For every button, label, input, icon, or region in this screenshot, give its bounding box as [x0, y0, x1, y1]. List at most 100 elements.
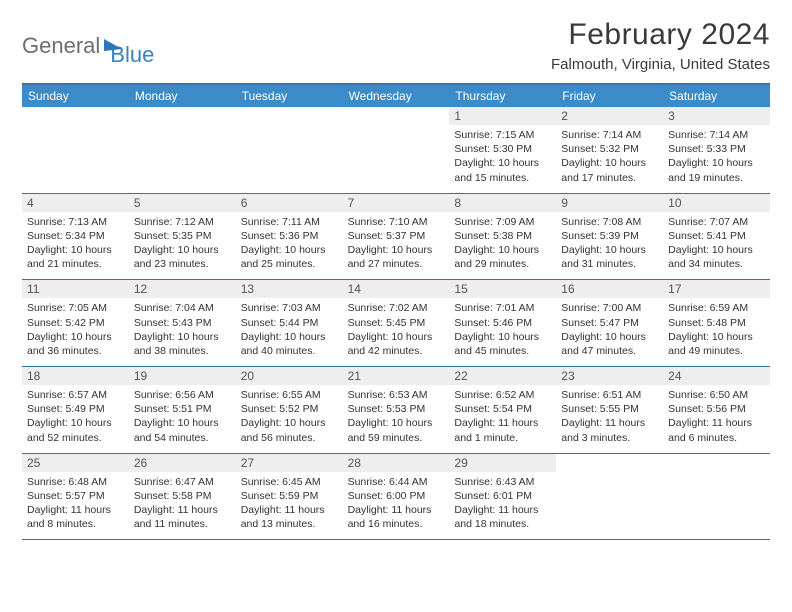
sunset-line: Sunset: 5:43 PM — [134, 316, 231, 330]
daylight-line: Daylight: 10 hours and 59 minutes. — [348, 416, 445, 444]
sunrise-line: Sunrise: 6:51 AM — [561, 388, 658, 402]
day-number: 13 — [236, 280, 343, 298]
daylight-line: Daylight: 10 hours and 34 minutes. — [668, 243, 765, 271]
sunset-line: Sunset: 5:35 PM — [134, 229, 231, 243]
day-cell: 16Sunrise: 7:00 AMSunset: 5:47 PMDayligh… — [556, 280, 663, 366]
sunrise-line: Sunrise: 7:00 AM — [561, 301, 658, 315]
sunrise-line: Sunrise: 7:15 AM — [454, 128, 551, 142]
day-cell: 15Sunrise: 7:01 AMSunset: 5:46 PMDayligh… — [449, 280, 556, 366]
sunrise-line: Sunrise: 7:13 AM — [27, 215, 124, 229]
sunrise-line: Sunrise: 7:11 AM — [241, 215, 338, 229]
day-cell: 10 Sunrise: 7:07 AMSunset: 5:41 PMDayligh… — [663, 194, 770, 280]
day-number: 23 — [556, 367, 663, 385]
sunset-line: Sunset: 5:56 PM — [668, 402, 765, 416]
sunset-line: Sunset: 5:59 PM — [241, 489, 338, 503]
day-cell: 9Sunrise: 7:08 AMSunset: 5:39 PMDaylight… — [556, 194, 663, 280]
day-header: Wednesday — [343, 85, 450, 107]
daylight-line: Daylight: 11 hours and 18 minutes. — [454, 503, 551, 531]
day-cell: 18Sunrise: 6:57 AMSunset: 5:49 PMDayligh… — [22, 367, 129, 453]
sunrise-line: Sunrise: 6:50 AM — [668, 388, 765, 402]
title-block: February 2024 Falmouth, Virginia, United… — [551, 18, 770, 73]
day-cell: 7Sunrise: 7:10 AMSunset: 5:37 PMDaylight… — [343, 194, 450, 280]
daylight-line: Daylight: 11 hours and 6 minutes. — [668, 416, 765, 444]
day-number: 11 — [22, 280, 129, 298]
empty-cell — [556, 454, 663, 540]
daylight-line: Daylight: 10 hours and 56 minutes. — [241, 416, 338, 444]
sunrise-line: Sunrise: 6:48 AM — [27, 475, 124, 489]
day-number: 28 — [343, 454, 450, 472]
empty-cell — [129, 107, 236, 193]
sunset-line: Sunset: 5:41 PM — [668, 229, 765, 243]
sunrise-line: Sunrise: 7:01 AM — [454, 301, 551, 315]
day-cell: 5Sunrise: 7:12 AMSunset: 5:35 PMDaylight… — [129, 194, 236, 280]
week-row: 4Sunrise: 7:13 AMSunset: 5:34 PMDaylight… — [22, 194, 770, 281]
sunset-line: Sunset: 5:33 PM — [668, 142, 765, 156]
day-cell: 21Sunrise: 6:53 AMSunset: 5:53 PMDayligh… — [343, 367, 450, 453]
day-cell: 20Sunrise: 6:55 AMSunset: 5:52 PMDayligh… — [236, 367, 343, 453]
empty-cell — [343, 107, 450, 193]
month-title: February 2024 — [551, 18, 770, 52]
weeks-container: 1Sunrise: 7:15 AMSunset: 5:30 PMDaylight… — [22, 107, 770, 540]
week-row: 25Sunrise: 6:48 AMSunset: 5:57 PMDayligh… — [22, 454, 770, 541]
sunrise-line: Sunrise: 7:14 AM — [668, 128, 765, 142]
logo: General Blue — [22, 24, 154, 68]
daylight-line: Daylight: 10 hours and 23 minutes. — [134, 243, 231, 271]
day-header-row: SundayMondayTuesdayWednesdayThursdayFrid… — [22, 85, 770, 107]
day-number: 25 — [22, 454, 129, 472]
day-header: Friday — [556, 85, 663, 107]
empty-cell — [22, 107, 129, 193]
day-cell: 24 Sunrise: 6:50 AMSunset: 5:56 PMDayligh… — [663, 367, 770, 453]
sunset-line: Sunset: 5:55 PM — [561, 402, 658, 416]
day-number: 9 — [556, 194, 663, 212]
sunset-line: Sunset: 5:44 PM — [241, 316, 338, 330]
logo-triangle-icon — [104, 37, 122, 51]
day-number: 27 — [236, 454, 343, 472]
sunset-line: Sunset: 5:51 PM — [134, 402, 231, 416]
sunrise-line: Sunrise: 6:56 AM — [134, 388, 231, 402]
sunrise-line: Sunrise: 6:59 AM — [668, 301, 765, 315]
daylight-line: Daylight: 10 hours and 40 minutes. — [241, 330, 338, 358]
week-row: 11Sunrise: 7:05 AMSunset: 5:42 PMDayligh… — [22, 280, 770, 367]
sunset-line: Sunset: 5:42 PM — [27, 316, 124, 330]
daylight-line: Daylight: 10 hours and 36 minutes. — [27, 330, 124, 358]
day-number: 1 — [449, 107, 556, 125]
sunrise-line: Sunrise: 6:57 AM — [27, 388, 124, 402]
sunset-line: Sunset: 5:30 PM — [454, 142, 551, 156]
day-number: 7 — [343, 194, 450, 212]
day-number: 17 — [663, 280, 770, 298]
sunrise-line: Sunrise: 7:14 AM — [561, 128, 658, 142]
sunrise-line: Sunrise: 6:55 AM — [241, 388, 338, 402]
day-number: 24 — [663, 367, 770, 385]
day-number: 29 — [449, 454, 556, 472]
day-cell: 3Sunrise: 7:14 AMSunset: 5:33 PMDaylight… — [663, 107, 770, 193]
day-number: 20 — [236, 367, 343, 385]
day-number: 8 — [449, 194, 556, 212]
daylight-line: Daylight: 11 hours and 1 minute. — [454, 416, 551, 444]
day-number: 22 — [449, 367, 556, 385]
day-number: 14 — [343, 280, 450, 298]
sunset-line: Sunset: 5:46 PM — [454, 316, 551, 330]
sunrise-line: Sunrise: 7:03 AM — [241, 301, 338, 315]
day-number: 4 — [22, 194, 129, 212]
day-number: 16 — [556, 280, 663, 298]
empty-cell — [236, 107, 343, 193]
daylight-line: Daylight: 11 hours and 13 minutes. — [241, 503, 338, 531]
day-number: 21 — [343, 367, 450, 385]
sunset-line: Sunset: 6:00 PM — [348, 489, 445, 503]
sunrise-line: Sunrise: 7:07 AM — [668, 215, 765, 229]
location-label: Falmouth, Virginia, United States — [551, 56, 770, 73]
daylight-line: Daylight: 10 hours and 25 minutes. — [241, 243, 338, 271]
daylight-line: Daylight: 10 hours and 52 minutes. — [27, 416, 124, 444]
day-cell: 1 Sunrise: 7:15 AMSunset: 5:30 PMDaylight… — [449, 107, 556, 193]
day-cell: 22Sunrise: 6:52 AMSunset: 5:54 PMDayligh… — [449, 367, 556, 453]
day-number: 3 — [663, 107, 770, 125]
daylight-line: Daylight: 10 hours and 47 minutes. — [561, 330, 658, 358]
day-header: Saturday — [663, 85, 770, 107]
sunset-line: Sunset: 5:53 PM — [348, 402, 445, 416]
sunrise-line: Sunrise: 6:45 AM — [241, 475, 338, 489]
daylight-line: Daylight: 10 hours and 15 minutes. — [454, 156, 551, 184]
day-number: 10 — [663, 194, 770, 212]
day-header: Thursday — [449, 85, 556, 107]
calendar-grid: SundayMondayTuesdayWednesdayThursdayFrid… — [22, 83, 770, 540]
daylight-line: Daylight: 10 hours and 31 minutes. — [561, 243, 658, 271]
